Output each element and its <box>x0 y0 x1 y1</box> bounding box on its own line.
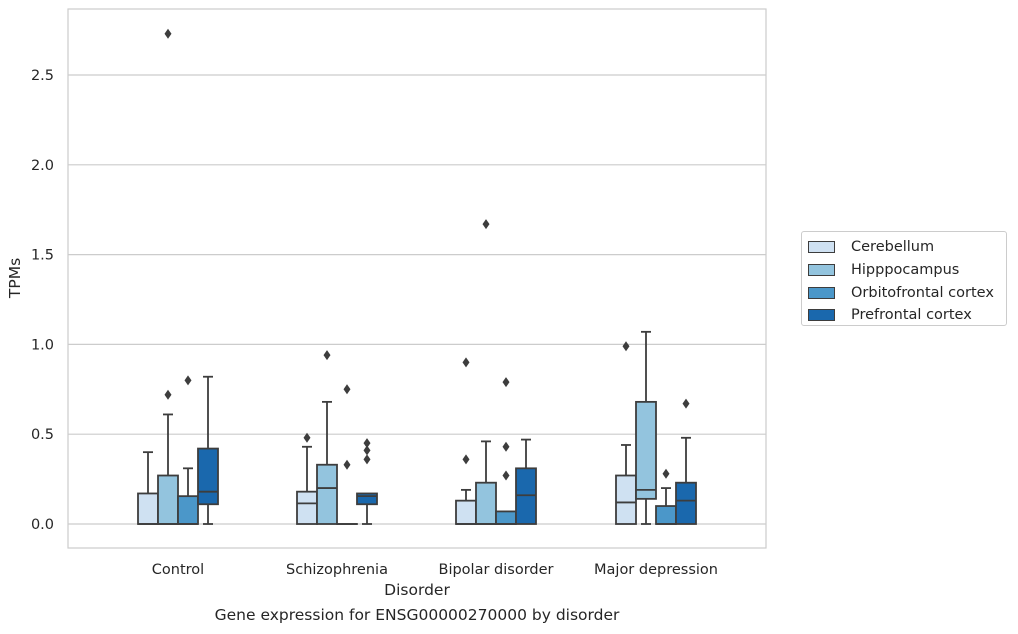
legend-item: Prefrontal cortex <box>808 304 1006 327</box>
box <box>197 447 219 506</box>
y-tick-label: 0.0 <box>31 517 54 533</box>
legend-label: Orbitofrontal cortex <box>851 284 994 301</box>
x-tick-label: Bipolar disorder <box>439 562 554 578</box>
outlier-point <box>164 28 172 39</box>
x-tick-label: Major depression <box>594 562 718 578</box>
box-group <box>336 384 358 525</box>
legend: Cerebellum Hipppocampus Orbitofrontal cort… <box>801 231 1007 326</box>
box <box>635 400 657 500</box>
y-tick-label: 2.5 <box>31 68 54 84</box>
outlier-point <box>323 350 331 361</box>
outlier-point <box>662 468 670 479</box>
outlier-point <box>343 384 351 395</box>
legend-item: Cerebellum <box>808 236 1006 259</box>
y-tick-label: 1.5 <box>31 248 54 264</box>
box-group <box>515 438 537 525</box>
x-axis-label: Disorder <box>384 581 450 599</box>
box <box>475 481 497 525</box>
y-axis-label: TPMs <box>6 258 24 299</box>
y-tick-labels: 0.0 0.5 1.0 1.5 2.0 2.5 <box>31 68 54 533</box>
legend-item: Orbitofrontal cortex <box>808 281 1006 304</box>
outlier-point <box>502 377 510 388</box>
box <box>296 490 318 525</box>
legend-swatch <box>808 241 835 254</box>
x-tick-labels: Control Schizophrenia Bipolar disorder Majo… <box>152 562 718 578</box>
box <box>455 499 477 525</box>
outlier-point <box>502 470 510 481</box>
outlier-point <box>462 454 470 465</box>
outlier-point <box>303 432 311 443</box>
box-group <box>177 375 199 525</box>
outlier-point <box>363 438 371 449</box>
outlier-point <box>343 459 351 470</box>
box-group <box>316 350 338 525</box>
legend-swatch <box>808 286 835 299</box>
box <box>137 492 159 525</box>
legend-swatch <box>808 309 835 322</box>
box-group <box>197 375 219 525</box>
plot-area <box>67 8 767 549</box>
legend-label: Hipppocampus <box>851 262 960 279</box>
legend-label: Prefrontal cortex <box>851 307 972 324</box>
outlier-point <box>363 445 371 456</box>
x-tick-label: Schizophrenia <box>286 562 388 578</box>
outlier-point <box>462 357 470 368</box>
outlier-point <box>482 219 490 230</box>
legend-swatch <box>808 264 835 277</box>
outlier-point <box>682 398 690 409</box>
box <box>316 463 338 525</box>
box-group <box>655 468 677 525</box>
box-group <box>675 398 697 525</box>
box <box>157 474 179 525</box>
box <box>495 510 517 525</box>
chart-caption: Gene expression for ENSG00000270000 by d… <box>214 606 620 624</box>
box-group <box>137 451 159 525</box>
y-tick-label: 2.0 <box>31 158 54 174</box>
box <box>615 474 637 525</box>
box <box>177 495 199 525</box>
box <box>675 481 697 525</box>
legend-label: Cerebellum <box>851 239 935 256</box>
box-group <box>475 219 497 525</box>
box-series <box>137 28 697 525</box>
box-group <box>635 330 657 525</box>
outlier-point <box>502 441 510 452</box>
box <box>655 505 677 525</box>
outlier-point <box>184 375 192 386</box>
y-tick-label: 0.5 <box>31 427 54 443</box>
box <box>356 492 378 506</box>
legend-item: Hipppocampus <box>808 259 1006 282</box>
x-tick-label: Control <box>152 562 204 578</box>
box-group <box>356 438 378 525</box>
box-group <box>495 377 517 525</box>
outlier-point <box>164 389 172 400</box>
outlier-point <box>363 454 371 465</box>
outlier-point <box>622 341 630 352</box>
y-tick-label: 1.0 <box>31 337 54 353</box>
